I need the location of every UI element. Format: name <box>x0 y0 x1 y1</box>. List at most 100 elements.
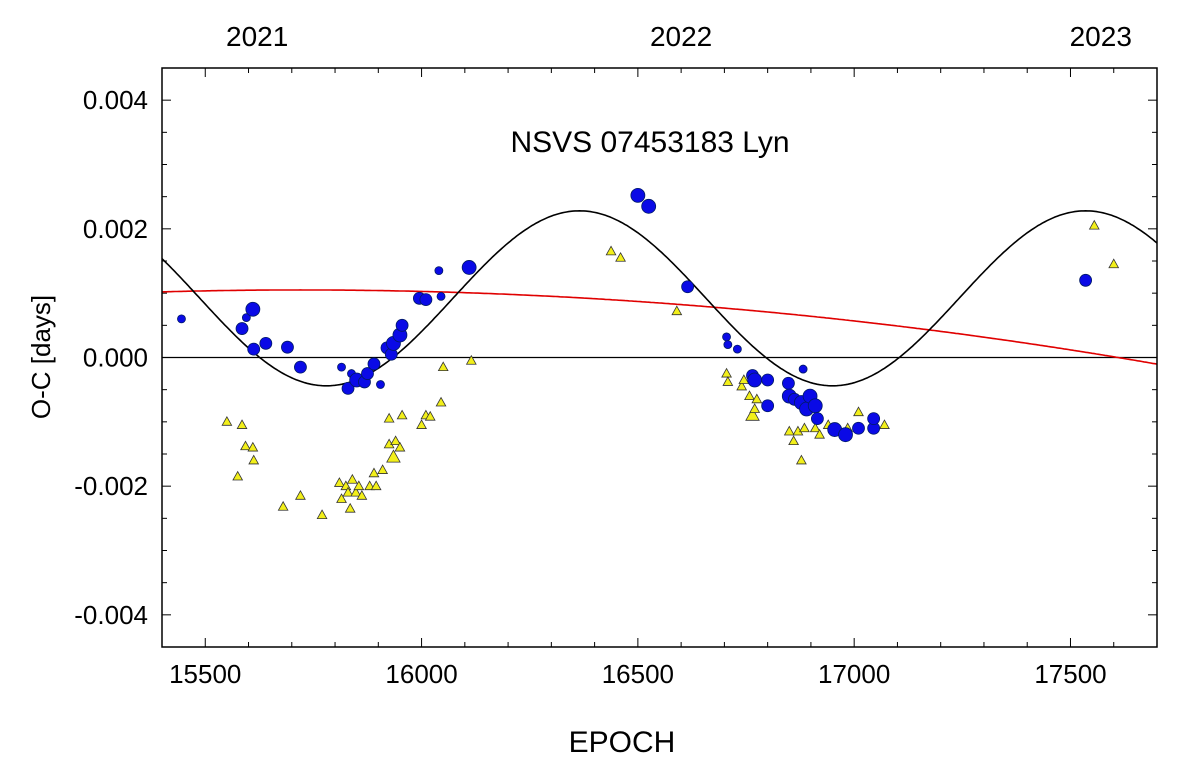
triangle-point <box>435 396 447 407</box>
circle-point <box>630 187 646 203</box>
triangle-point <box>316 509 328 520</box>
triangle-point <box>721 367 732 378</box>
circle-point <box>434 266 444 276</box>
triangle-point <box>744 390 755 401</box>
triangle-point <box>370 480 382 491</box>
circle-point <box>361 367 374 380</box>
triangle-point <box>383 412 395 423</box>
y-axis-label: O-C [days] <box>26 295 56 419</box>
circle-point <box>461 260 477 275</box>
trend-curve <box>162 289 1157 365</box>
triangle-point <box>788 435 800 446</box>
triangle-point <box>394 441 406 452</box>
circle-point <box>782 376 795 390</box>
tick-labels: 15500 16000 16500 17000 17500 0.004 0.002 0.000… <box>74 21 1132 689</box>
triangle-point <box>795 454 807 465</box>
triangle-point <box>1088 219 1100 230</box>
circle-point <box>395 318 409 332</box>
triangle-point <box>377 464 389 474</box>
circle-point <box>747 372 763 388</box>
circle-point <box>245 301 261 317</box>
circle-point <box>235 322 249 335</box>
triangle-point <box>221 416 233 426</box>
circle-point <box>241 313 251 323</box>
triangle-point <box>465 354 477 365</box>
triangle-point <box>350 486 362 497</box>
circle-point <box>722 332 731 342</box>
circle-point <box>761 399 775 413</box>
circle-point <box>867 412 881 426</box>
circle-point <box>367 357 381 371</box>
circle-point <box>807 398 823 414</box>
triangle-point <box>416 419 427 429</box>
triangle-point <box>353 480 365 491</box>
triangle-point <box>364 480 376 491</box>
triangle-point <box>809 422 821 433</box>
circle-point <box>294 360 307 374</box>
triangle-point <box>879 419 890 429</box>
circle-point <box>838 427 853 443</box>
triangle-point <box>814 428 825 439</box>
triangle-point <box>798 422 810 433</box>
triangle-point <box>248 454 260 465</box>
x-tick-label: 17000 <box>818 659 890 689</box>
x-tick-label: 16500 <box>602 659 674 689</box>
triangle-point <box>605 245 617 256</box>
data-points <box>177 187 1120 520</box>
triangle-point <box>240 440 251 451</box>
triangle-point <box>437 361 449 372</box>
circle-point <box>376 380 385 389</box>
triangle-point <box>390 435 402 446</box>
triangle-point <box>346 473 358 484</box>
triangle-point <box>396 409 408 420</box>
triangle-point <box>1108 258 1120 269</box>
triangle-point <box>722 376 734 386</box>
circle-point <box>247 342 261 356</box>
triangle-point <box>615 251 626 262</box>
x-tick-label: 15500 <box>169 659 241 689</box>
triangle-point <box>386 449 401 463</box>
triangle-point <box>333 477 345 487</box>
x-tick-label: 16000 <box>385 659 457 689</box>
axis-ticks <box>161 67 1158 648</box>
circle-point <box>337 362 346 372</box>
circle-point <box>259 336 273 350</box>
circle-point <box>681 280 695 294</box>
y-tick-label: 0.002 <box>83 214 148 244</box>
y-tick-label: -0.002 <box>74 471 148 501</box>
triangle-point <box>247 441 259 452</box>
x-tick-label: 17500 <box>1034 659 1106 689</box>
triangle-point <box>751 393 763 404</box>
triangle-point <box>336 493 347 503</box>
year-label: 2023 <box>1070 21 1132 52</box>
circle-point <box>811 412 824 426</box>
circle-point <box>341 381 355 395</box>
circle-point <box>641 198 657 214</box>
circle-point <box>1079 273 1093 287</box>
triangle-point <box>424 410 436 421</box>
x-axis-label: EPOCH <box>569 726 676 759</box>
circle-point <box>436 291 446 301</box>
triangle-point <box>236 419 248 429</box>
y-tick-label: 0.000 <box>83 343 148 373</box>
circle-point <box>281 340 294 354</box>
triangle-point <box>749 403 761 413</box>
fit-curve <box>162 209 1157 387</box>
circle-point <box>177 314 186 324</box>
y-tick-label: -0.004 <box>74 600 148 630</box>
triangle-point <box>738 374 750 384</box>
year-label: 2021 <box>226 21 288 52</box>
triangle-point <box>671 305 683 316</box>
triangle-point <box>277 500 289 511</box>
triangle-point <box>853 406 864 417</box>
triangle-point <box>344 502 356 513</box>
triangle-point <box>356 489 368 500</box>
y-tick-label: 0.004 <box>83 85 148 115</box>
triangle-point <box>368 467 380 478</box>
triangle-point <box>232 470 244 481</box>
circle-point <box>419 293 433 307</box>
circle-point <box>761 373 775 387</box>
circle-point <box>723 340 733 350</box>
triangle-point <box>295 489 306 500</box>
